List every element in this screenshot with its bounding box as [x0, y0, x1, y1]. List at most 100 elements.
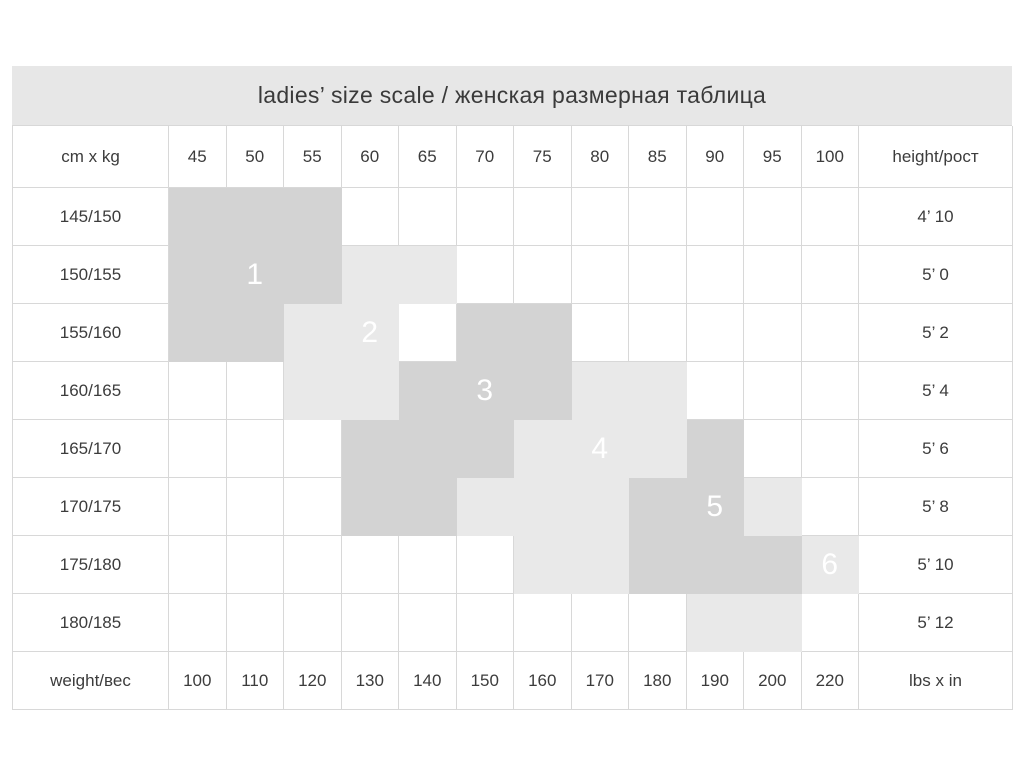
lbs-footer-cell: 160	[514, 652, 572, 710]
size-cell	[571, 246, 629, 304]
size-cell	[514, 304, 572, 362]
size-cell	[399, 594, 457, 652]
kg-header-cell: 50	[226, 126, 284, 188]
kg-header-cell: 45	[169, 126, 227, 188]
lbs-x-in-label: lbs x in	[859, 652, 1013, 710]
ladies-size-chart: ladies’ size scale / женская размерная т…	[12, 66, 1013, 710]
cm-x-kg-label: cm x kg	[13, 126, 169, 188]
size-cell	[629, 188, 687, 246]
weight-label: weight/вес	[13, 652, 169, 710]
size-cell	[514, 362, 572, 420]
size-cell	[571, 304, 629, 362]
size-cell	[169, 246, 227, 304]
size-cell	[571, 478, 629, 536]
height-cm-label: 155/160	[13, 304, 169, 362]
size-cell	[456, 246, 514, 304]
size-cell	[169, 536, 227, 594]
size-cell	[226, 420, 284, 478]
size-cell	[744, 478, 802, 536]
height-ft-label: 5’ 0	[859, 246, 1013, 304]
size-cell	[801, 246, 859, 304]
size-cell	[801, 188, 859, 246]
size-cell	[571, 188, 629, 246]
kg-header-cell: 90	[686, 126, 744, 188]
size-cell	[284, 304, 342, 362]
size-cell	[169, 362, 227, 420]
size-cell	[399, 536, 457, 594]
height-ft-label: 5’ 4	[859, 362, 1013, 420]
height-cm-label: 160/165	[13, 362, 169, 420]
size-cell	[801, 594, 859, 652]
size-cell	[169, 594, 227, 652]
size-cell	[284, 362, 342, 420]
size-cell	[629, 478, 687, 536]
size-cell	[226, 304, 284, 362]
size-cell	[284, 420, 342, 478]
size-cell	[226, 188, 284, 246]
lbs-footer-cell: 200	[744, 652, 802, 710]
size-cell	[226, 478, 284, 536]
size-cell	[514, 420, 572, 478]
kg-header-cell: 65	[399, 126, 457, 188]
size-cell	[686, 420, 744, 478]
height-ft-label: 5’ 10	[859, 536, 1013, 594]
size-cell	[456, 420, 514, 478]
height-cm-label: 180/185	[13, 594, 169, 652]
size-cell	[629, 420, 687, 478]
size-cell	[686, 188, 744, 246]
size-cell	[399, 246, 457, 304]
kg-header-cell: 55	[284, 126, 342, 188]
size-cell	[686, 536, 744, 594]
size-cell	[629, 536, 687, 594]
size-number-cell: 1	[226, 246, 284, 304]
size-cell	[284, 246, 342, 304]
lbs-footer-cell: 180	[629, 652, 687, 710]
size-number-cell: 5	[686, 478, 744, 536]
size-cell	[571, 536, 629, 594]
size-cell	[399, 304, 457, 362]
size-cell	[284, 536, 342, 594]
lbs-footer-cell: 120	[284, 652, 342, 710]
size-cell	[226, 594, 284, 652]
size-cell	[284, 478, 342, 536]
kg-header-cell: 85	[629, 126, 687, 188]
height-cm-label: 150/155	[13, 246, 169, 304]
size-cell	[629, 362, 687, 420]
size-cell	[341, 536, 399, 594]
kg-header-cell: 60	[341, 126, 399, 188]
size-cell	[744, 362, 802, 420]
lbs-footer-cell: 130	[341, 652, 399, 710]
size-cell	[169, 304, 227, 362]
height-ft-label: 5’ 2	[859, 304, 1013, 362]
size-cell	[514, 478, 572, 536]
size-cell	[399, 362, 457, 420]
height-ft-label: 4’ 10	[859, 188, 1013, 246]
kg-header-cell: 80	[571, 126, 629, 188]
size-number-cell: 3	[456, 362, 514, 420]
size-cell	[744, 304, 802, 362]
height-cm-label: 165/170	[13, 420, 169, 478]
size-cell	[629, 594, 687, 652]
size-cell	[226, 536, 284, 594]
size-cell	[456, 594, 514, 652]
kg-header-cell: 75	[514, 126, 572, 188]
size-cell	[169, 188, 227, 246]
size-cell	[226, 362, 284, 420]
size-cell	[284, 188, 342, 246]
size-cell	[399, 478, 457, 536]
height-cm-label: 175/180	[13, 536, 169, 594]
lbs-footer-cell: 220	[801, 652, 859, 710]
size-cell	[744, 594, 802, 652]
size-number-cell: 6	[801, 536, 859, 594]
size-cell	[744, 188, 802, 246]
chart-title: ladies’ size scale / женская размерная т…	[12, 66, 1012, 125]
size-cell	[399, 188, 457, 246]
size-cell	[514, 246, 572, 304]
kg-header-cell: 100	[801, 126, 859, 188]
size-cell	[514, 594, 572, 652]
size-cell	[629, 246, 687, 304]
size-cell	[801, 478, 859, 536]
size-cell	[801, 362, 859, 420]
size-cell	[801, 304, 859, 362]
height-cm-label: 145/150	[13, 188, 169, 246]
